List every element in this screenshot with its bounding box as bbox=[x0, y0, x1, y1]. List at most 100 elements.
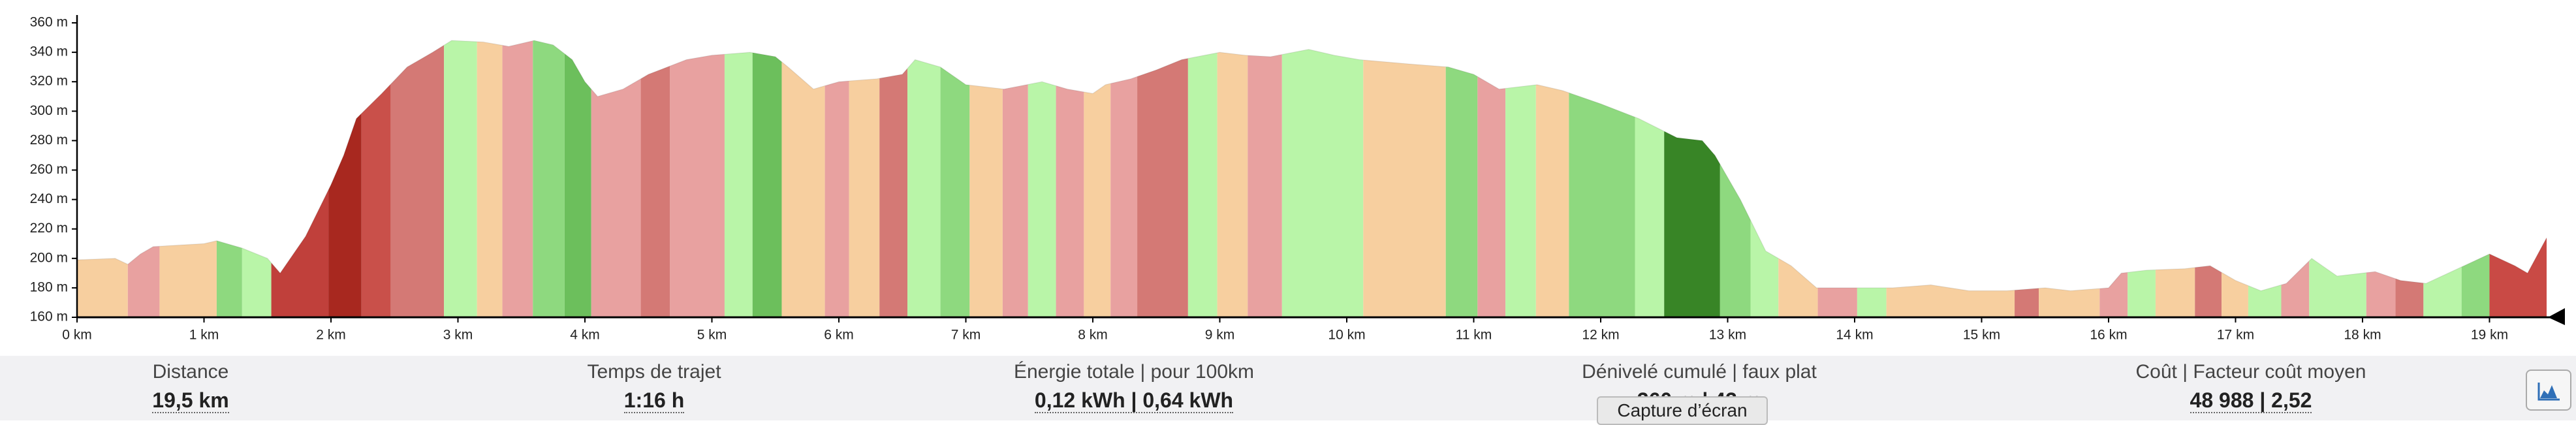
slope-segment bbox=[2128, 270, 2156, 317]
stat-label: Dénivelé cumulé | faux plat bbox=[1582, 361, 1817, 383]
stat-label: Coût | Facteur coût moyen bbox=[2135, 361, 2366, 383]
slope-segment bbox=[2039, 287, 2100, 317]
stat-label: Temps de trajet bbox=[587, 361, 721, 383]
slope-segment bbox=[1187, 52, 1217, 317]
slope-segment bbox=[1217, 52, 1248, 317]
x-tick-label: 3 km bbox=[443, 328, 473, 343]
slope-segment bbox=[1505, 84, 1536, 318]
x-tick-label: 8 km bbox=[1078, 328, 1108, 343]
y-tick-label: 220 m bbox=[30, 221, 68, 236]
x-tick-label: 4 km bbox=[570, 328, 600, 343]
slope-segment bbox=[940, 67, 970, 318]
slope-segment bbox=[2015, 288, 2039, 317]
slope-segment bbox=[1248, 54, 1282, 318]
y-tick-label: 300 m bbox=[30, 103, 68, 118]
y-tick-label: 320 m bbox=[30, 74, 68, 89]
slope-segment bbox=[2248, 285, 2282, 317]
chart-icon bbox=[2537, 383, 2560, 401]
slope-segment bbox=[2281, 260, 2310, 317]
slope-segment bbox=[477, 41, 503, 317]
stat-label: Distance bbox=[152, 361, 229, 383]
y-tick-label: 200 m bbox=[30, 250, 68, 265]
stat: Temps de trajet 1:16 h bbox=[426, 361, 883, 413]
x-tick-label: 14 km bbox=[1836, 328, 1873, 343]
x-tick-label: 1 km bbox=[189, 328, 219, 343]
stat: Distance 19,5 km bbox=[0, 361, 419, 413]
slope-segment bbox=[444, 40, 477, 318]
x-tick-label: 16 km bbox=[2090, 328, 2127, 343]
slope-segment bbox=[1635, 117, 1665, 317]
slope-segment bbox=[1363, 59, 1446, 317]
slope-segment bbox=[1664, 131, 1720, 317]
slope-segment bbox=[2489, 238, 2547, 317]
tooltip: Capture d’écran bbox=[1597, 396, 1768, 425]
slope-segment bbox=[2099, 272, 2128, 317]
slope-segment bbox=[390, 45, 445, 317]
slope-segment bbox=[77, 258, 128, 317]
slope-segment bbox=[328, 113, 362, 317]
x-tick-label: 17 km bbox=[2217, 328, 2254, 343]
y-tick-label: 360 m bbox=[30, 15, 68, 30]
slope-segment bbox=[502, 40, 533, 318]
slope-segment bbox=[2155, 267, 2195, 317]
slope-segment bbox=[1110, 76, 1138, 318]
slope-segment bbox=[564, 54, 591, 317]
slope-segment bbox=[1477, 76, 1506, 318]
y-tick-label: 260 m bbox=[30, 162, 68, 177]
slope-segment bbox=[1028, 82, 1056, 317]
y-tick-label: 160 m bbox=[30, 309, 68, 324]
x-tick-label: 2 km bbox=[316, 328, 346, 343]
x-tick-label: 10 km bbox=[1328, 328, 1365, 343]
slope-segment bbox=[2395, 278, 2424, 317]
slope-segment bbox=[849, 78, 880, 318]
slope-segment bbox=[670, 54, 725, 318]
stat-value: 19,5 km bbox=[152, 388, 229, 413]
stat-label: Énergie totale | pour 100km bbox=[1013, 361, 1254, 383]
slope-segment bbox=[1778, 258, 1818, 317]
x-tick-label: 15 km bbox=[1963, 328, 2000, 343]
x-tick-label: 5 km bbox=[697, 328, 727, 343]
slope-segment bbox=[2423, 266, 2462, 317]
slope-segment bbox=[1535, 84, 1569, 317]
slope-segment bbox=[533, 40, 565, 318]
slope-segment bbox=[1750, 220, 1779, 317]
x-tick-label: 18 km bbox=[2344, 328, 2381, 343]
x-tick-label: 19 km bbox=[2471, 328, 2508, 343]
stat-value: 1:16 h bbox=[623, 388, 685, 413]
slope-segment bbox=[2222, 272, 2248, 317]
slope-segment bbox=[216, 240, 242, 317]
slope-segment bbox=[825, 80, 849, 318]
chart-toggle-button[interactable] bbox=[2526, 370, 2571, 411]
stat: Coût | Facteur coût moyen 48 988 | 2,52 bbox=[2022, 361, 2479, 413]
slope-segment bbox=[2366, 272, 2396, 317]
stat-value: 0,12 kWh | 0,64 kWh bbox=[1034, 388, 1234, 413]
slope-segment bbox=[969, 85, 1003, 317]
slope-segment bbox=[1569, 93, 1635, 318]
x-tick-label: 11 km bbox=[1456, 328, 1492, 343]
slope-segment bbox=[1886, 285, 2015, 317]
slope-segment bbox=[271, 189, 329, 317]
slope-segment bbox=[781, 61, 825, 317]
slope-segment bbox=[2309, 258, 2366, 317]
slope-segment bbox=[1857, 287, 1887, 317]
x-tick-label: 6 km bbox=[824, 328, 854, 343]
x-tick-label: 12 km bbox=[1582, 328, 1619, 343]
slope-segment bbox=[127, 246, 160, 317]
slope-segment bbox=[591, 78, 641, 317]
x-tick-label: 13 km bbox=[1709, 328, 1746, 343]
stats-bar: Distance 19,5 km Temps de trajet 1:16 h Éner… bbox=[0, 356, 2576, 420]
slope-segment bbox=[752, 52, 782, 318]
elevation-chart: 160 m 180 m 200 m 220 m 240 m 260 m 280 m 300 m… bbox=[30, 15, 2565, 343]
slope-segment bbox=[242, 248, 272, 317]
elevation-line bbox=[76, 40, 2547, 292]
stat-value: 48 988 | 2,52 bbox=[2190, 388, 2312, 413]
slope-segment bbox=[1720, 164, 1751, 317]
slope-segment bbox=[1445, 67, 1478, 317]
y-tick-label: 280 m bbox=[30, 133, 68, 148]
x-tick-label: 7 km bbox=[951, 328, 981, 343]
slope-segment bbox=[640, 66, 670, 317]
slope-segment bbox=[1817, 287, 1857, 317]
slope-segment bbox=[879, 68, 908, 317]
slope-segment bbox=[159, 240, 217, 317]
slope-segment bbox=[2461, 254, 2490, 317]
